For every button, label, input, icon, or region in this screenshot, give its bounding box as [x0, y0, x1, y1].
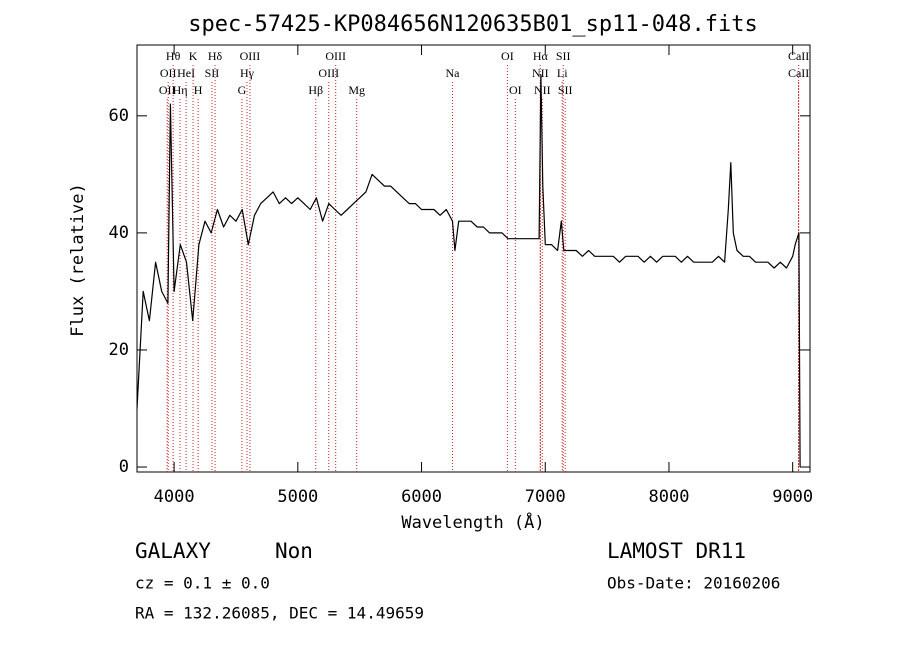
obs-date: Obs-Date: 20160206 [607, 574, 780, 593]
spectral-line-label: Mg [348, 83, 365, 97]
spectral-line-label: HeI [177, 66, 195, 80]
spectral-line-label: Hθ [166, 49, 181, 63]
spectral-line-label: NII [534, 83, 551, 97]
spectral-line-label: Hη [173, 83, 188, 97]
spectral-line-label: Li [557, 66, 568, 80]
spectral-line-label: Hδ [208, 49, 223, 63]
x-tick-label: 4000 [154, 487, 195, 507]
spectrum-line [137, 74, 801, 468]
y-tick-label: 0 [119, 457, 129, 477]
spectral-line-label: Hγ [240, 66, 255, 80]
spectral-line-label: K [189, 49, 198, 63]
redshift-info: cz = 0.1 ± 0.0 [135, 574, 270, 593]
y-tick-label: 40 [109, 223, 129, 243]
spectral-line-label: NII [532, 66, 549, 80]
x-axis-label: Wavelength (Å) [401, 511, 544, 533]
spectral-line-label: SII [558, 83, 573, 97]
survey-name: LAMOST DR11 [607, 539, 746, 563]
plot-area [137, 65, 801, 472]
spectral-line-label: OIII [240, 49, 261, 63]
spectral-line-label: OIII [318, 66, 339, 80]
spectral-line-label: OI [501, 49, 514, 63]
coordinates: RA = 132.26085, DEC = 14.49659 [135, 604, 424, 623]
y-tick-label: 60 [109, 106, 129, 126]
x-tick-label: 6000 [401, 487, 442, 507]
spectral-line-label: OIII [325, 49, 346, 63]
spectral-line-label: SII [205, 66, 220, 80]
y-tick-label: 20 [109, 340, 129, 360]
y-axis-label: Flux (relative) [68, 183, 88, 337]
spectral-line-label: OI [509, 83, 522, 97]
spectral-line-label: CaII [788, 49, 809, 63]
object-subclass: Non [275, 539, 313, 563]
spectral-line-label: CaII [788, 66, 809, 80]
spectral-line-label: Hα [533, 49, 549, 63]
spectral-line-label: OII [160, 66, 177, 80]
spectral-line-label: Na [445, 66, 460, 80]
x-tick-label: 9000 [772, 487, 813, 507]
spectral-line-label: SII [556, 49, 571, 63]
x-tick-label: 5000 [277, 487, 318, 507]
x-tick-label: 7000 [525, 487, 566, 507]
x-tick-label: 8000 [648, 487, 689, 507]
object-class: GALAXY [135, 539, 211, 563]
spectral-line-label: G [238, 83, 247, 97]
spectral-line-label: OII [159, 83, 176, 97]
spectral-line-label: Hβ [308, 83, 323, 97]
chart-title: spec-57425-KP084656N120635B01_sp11-048.f… [188, 12, 758, 37]
spectral-line-label: H [194, 83, 203, 97]
plot-frame [136, 44, 811, 473]
